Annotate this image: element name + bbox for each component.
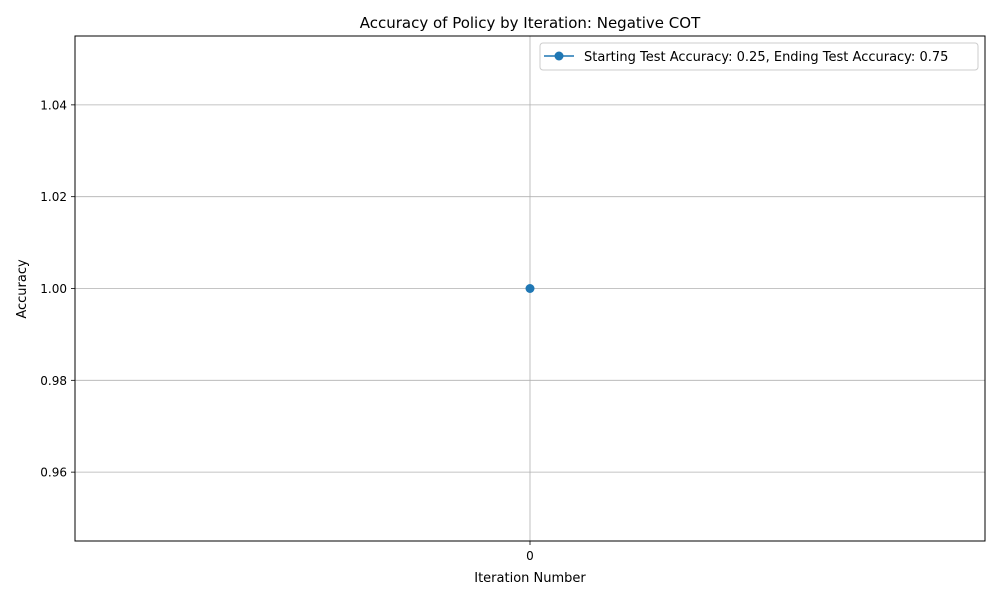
series-layer	[525, 284, 535, 293]
y-tick-label: 1.04	[40, 98, 67, 112]
legend-entry-label: Starting Test Accuracy: 0.25, Ending Tes…	[584, 50, 948, 65]
chart-title: Accuracy of Policy by Iteration: Negativ…	[360, 14, 701, 32]
data-point	[525, 284, 535, 293]
legend-marker-swatch	[554, 51, 564, 61]
y-axis-label: Accuracy	[15, 259, 30, 319]
legend-box	[539, 42, 979, 71]
y-tick-label: 1.00	[40, 282, 67, 296]
y-tick-label: 0.96	[40, 466, 67, 480]
legend: Starting Test Accuracy: 0.25, Ending Tes…	[539, 42, 979, 71]
x-tick-label: 0	[526, 549, 534, 563]
y-tick-label: 1.02	[40, 190, 67, 204]
y-axis-ticks: 0.96 0.98 1.00 1.02 1.04	[40, 98, 75, 480]
grid	[75, 36, 985, 541]
x-axis-label: Iteration Number	[474, 571, 586, 586]
y-tick-label: 0.98	[40, 374, 67, 388]
x-axis-ticks: 0	[526, 541, 534, 563]
